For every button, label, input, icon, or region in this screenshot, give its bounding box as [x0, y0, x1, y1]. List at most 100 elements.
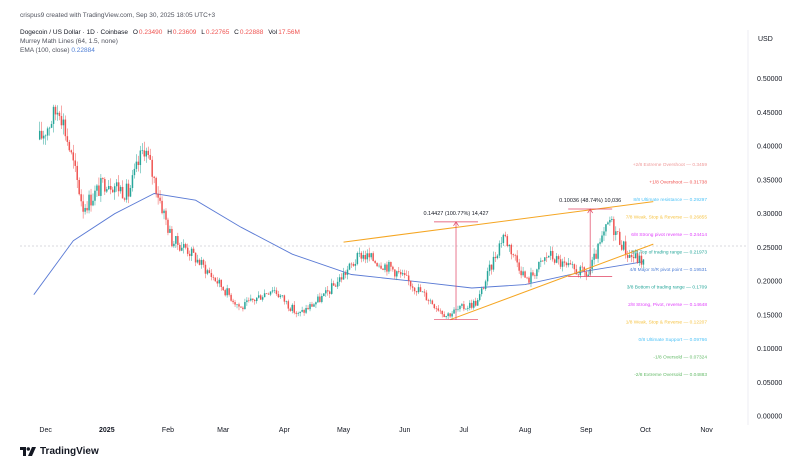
candle-body [352, 263, 355, 266]
candle-body [183, 244, 185, 248]
candle-body [313, 304, 315, 307]
candle-body [413, 287, 416, 292]
candle-body [403, 273, 406, 276]
candle-body [494, 256, 497, 259]
murrey-level-label: 0/8 Ultimate Support — 0.09766 [638, 337, 707, 343]
candle-body [145, 150, 148, 157]
candle-body [400, 272, 402, 275]
price-range-measurement[interactable]: 0.14427 (100.77%) 14,427 [423, 211, 489, 321]
candle-body [640, 255, 643, 265]
candle-body [165, 210, 167, 220]
candle-body [149, 154, 151, 160]
murrey-level-label: 3/8 Bottom of trading range — 0.1709 [627, 285, 708, 291]
candle-body [463, 304, 465, 310]
candle-body [514, 255, 516, 256]
candle-body [259, 295, 262, 300]
candle-body [433, 304, 436, 309]
candle-body [321, 295, 323, 302]
tradingview-logo[interactable]: TradingView [20, 446, 99, 457]
candle-body [561, 261, 564, 267]
candle-body [50, 123, 53, 128]
chart-credit: crispus9 created with TradingView.com, S… [20, 12, 216, 19]
candle-body [277, 294, 280, 298]
ema-indicator-legend[interactable]: EMA (100, close) 0.22884 [20, 47, 95, 54]
candle-body [542, 260, 544, 262]
candle-body [137, 161, 140, 166]
candle-body [104, 179, 106, 192]
murrey-indicator-legend[interactable]: Murrey Math Lines (64, 1.5, none) [20, 38, 118, 45]
candle-body [364, 255, 367, 260]
candle-body [520, 270, 522, 276]
candle-body [188, 253, 191, 256]
candle-body [139, 150, 142, 166]
murrey-level-label: +2/8 Extreme Overshoot — 0.3459 [633, 162, 708, 168]
x-tick-label: 2025 [99, 427, 115, 434]
candle-body [368, 253, 370, 258]
candle-body [230, 294, 232, 301]
candle-body [287, 301, 290, 309]
symbol-name[interactable]: Dogecoin / US Dollar · 1D · Coinbase [20, 29, 129, 36]
candle-body [435, 308, 438, 309]
x-tick-label: Jul [459, 427, 468, 434]
candle-body [297, 313, 299, 314]
channel-lower-line[interactable] [449, 243, 654, 321]
y-tick-label: 0.00000 [757, 414, 782, 421]
candle-body [202, 260, 205, 265]
candle-body [571, 264, 574, 265]
candle-body [346, 269, 349, 275]
candle-body [242, 307, 244, 310]
candle-body [431, 300, 434, 305]
ema-indicator-label[interactable]: EMA (100, close) [20, 47, 70, 54]
x-tick-label: May [337, 427, 351, 434]
tradingview-wordmark: TradingView [40, 446, 99, 457]
candle-body [250, 298, 252, 301]
candle-body [630, 255, 633, 257]
murrey-indicator-label[interactable]: Murrey Math Lines (64, 1.5, none) [20, 38, 118, 45]
candle-body [611, 219, 613, 220]
candle-body [374, 261, 376, 263]
candle-body [161, 200, 163, 214]
price-range-measurement[interactable]: 0.10036 (48.74%) 10,036 [559, 198, 621, 277]
candle-body [441, 310, 443, 315]
candle-body [457, 309, 459, 310]
candle-body [226, 288, 228, 296]
ema-line[interactable] [33, 193, 644, 295]
candle-body [484, 281, 487, 289]
candle-body [581, 266, 584, 268]
candle-body [358, 252, 361, 254]
candle-body [299, 311, 301, 314]
x-tick-label: Nov [700, 427, 713, 434]
candle-body [240, 306, 242, 308]
high-value: 0.23609 [172, 29, 197, 36]
candle-body [510, 244, 513, 255]
candle-body [68, 141, 71, 151]
candle-body [281, 295, 284, 296]
candle-body [384, 264, 386, 270]
candle-body [532, 272, 534, 276]
candle-body [252, 298, 254, 301]
murrey-level-label: 5/8 Top of trading range — 0.21973 [632, 250, 708, 256]
candle-body [238, 304, 240, 307]
candle-body [427, 300, 430, 302]
candle-body [370, 253, 372, 258]
candle-body [113, 186, 116, 193]
candle-body [546, 257, 548, 258]
candle-body [549, 250, 552, 256]
candle-body [486, 271, 489, 282]
candle-body [269, 291, 272, 295]
candle-body [340, 277, 343, 280]
candle-body [425, 292, 428, 301]
channel-upper-line[interactable] [343, 201, 654, 243]
candle-body [609, 219, 611, 223]
candle-body [536, 269, 538, 277]
open-value: 0.23490 [138, 29, 163, 36]
candle-body [530, 272, 532, 283]
candle-body [344, 272, 347, 275]
candle-body [38, 130, 41, 140]
candle-body [411, 286, 414, 288]
murrey-level-label: 4/8 Major S/R pivot point — 0.19531 [630, 267, 708, 273]
murrey-level-label: 6/8 Strong pivot reverse — 0.24414 [631, 232, 707, 238]
candle-body [131, 175, 134, 188]
symbol-header[interactable]: Dogecoin / US Dollar · 1D · Coinbase O0.… [20, 29, 300, 36]
